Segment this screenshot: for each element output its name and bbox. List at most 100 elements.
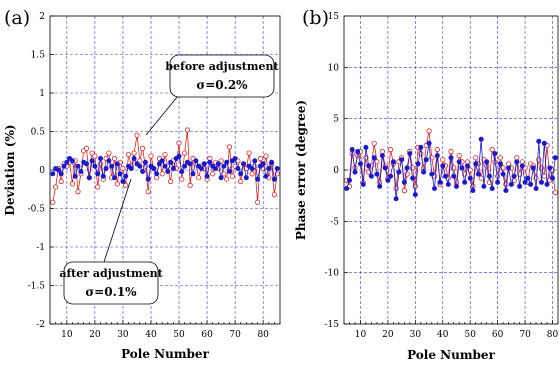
panel-a-series-0-point-60 <box>218 158 224 164</box>
panel-b-series-0-point-16 <box>387 146 394 153</box>
panel-a-series-1-point-2 <box>55 167 61 173</box>
panel-a-series-0-point-29 <box>131 150 137 156</box>
panel-b-y-tick-label-5: 10 <box>328 63 340 73</box>
panel-a-series-1-point-58 <box>213 166 218 171</box>
panel-b-x-tick-label-2: 30 <box>410 330 422 340</box>
panel-b-x-tick-label-1: 20 <box>382 330 394 340</box>
panel-b-series-1-point-22 <box>404 165 410 171</box>
panel-a-series-0-point-31 <box>137 158 143 164</box>
panel-b-series-1-point-47 <box>473 161 479 167</box>
panel-b-series-1-point-36 <box>443 173 448 179</box>
panel-a-series-1-point-60 <box>218 175 224 181</box>
annotation-after-adjustment: after adjustment σ=0.1% <box>59 178 164 305</box>
panel-b-series-1-point-39 <box>451 173 457 179</box>
panel-b-series-1-point-38 <box>448 155 454 161</box>
panel-a-y-tick-label-6: 1 <box>39 89 45 99</box>
panel-a-series-1-point-37 <box>154 171 160 177</box>
panel-b-x-tick-label-6: 70 <box>519 330 531 340</box>
panel-a-series-1-point-80 <box>274 166 280 171</box>
panel-b-series-1-point-69 <box>533 186 539 191</box>
panel-b-series-1-point-5 <box>358 161 363 167</box>
panel-a-series-1-point-65 <box>232 156 238 161</box>
panel-a-series-1-point-61 <box>221 163 227 169</box>
panel-a-y-tick-label-4: 0 <box>39 166 45 176</box>
panel-a-series-1-point-46 <box>179 169 185 174</box>
panel-a-series-0-point-16 <box>95 184 101 190</box>
panel-a-series-1-point-36 <box>151 166 157 171</box>
panel-b-series-1-point-9 <box>368 173 374 179</box>
panel-b-series-1-point-15 <box>385 177 391 183</box>
panel-a-series-0-point-39 <box>159 171 165 177</box>
panel-a-series-1-point-14 <box>89 158 95 164</box>
panel-a-series-1-point-68 <box>241 161 246 167</box>
panel-b-y-tick-label-2: -5 <box>330 217 339 227</box>
panel-b-series-1-point-27 <box>418 144 424 150</box>
panel-a-x-tick-label-3: 40 <box>145 330 157 340</box>
panel-a-series-0-point-3 <box>58 178 64 185</box>
panel-a-series-1-point-26 <box>123 173 129 179</box>
panel-b-series-1-point-76 <box>552 155 558 161</box>
panel-a-series-0-point-30 <box>134 132 140 138</box>
panel-a-series-1-point-17 <box>98 156 103 161</box>
panel-b-series-1-point-24 <box>410 175 416 181</box>
panel-a-series-1-point-0 <box>50 171 56 177</box>
panel-b-series-1-point-67 <box>528 181 534 187</box>
panel-a-x-tick-label-1: 20 <box>89 330 101 340</box>
panel-b-series-1-point-37 <box>445 181 451 187</box>
panel-a-series-1-point-42 <box>168 159 174 165</box>
panel-b-series-1-point-71 <box>539 179 544 185</box>
panel-a-x-tick-label-2: 30 <box>117 330 129 340</box>
annotation-before-box <box>169 54 275 98</box>
panel-b-series-1-point-31 <box>429 171 435 177</box>
panel-b-series-1-point-64 <box>519 163 525 169</box>
panel-b-series-1-point-43 <box>462 179 468 185</box>
panel-b-series-0-point-47 <box>473 155 479 161</box>
panel-b-x-tick-label-3: 40 <box>437 330 449 340</box>
panel-b-series-0-point-53 <box>489 146 495 153</box>
panel-b-series-1-point-12 <box>377 183 383 189</box>
panel-a-series-1-point-56 <box>207 159 213 165</box>
annotation-before-leader <box>145 95 179 136</box>
panel-a-series-0-point-79 <box>271 192 277 198</box>
panel-b-series-1-point-63 <box>517 183 523 189</box>
panel-a-series-1-point-16 <box>95 171 101 177</box>
panel-a-series-0-point-64 <box>229 173 235 179</box>
panel-a-series-1-point-13 <box>86 175 92 181</box>
panel-b-series-1-point-0 <box>344 186 350 191</box>
panel-a-series-1-point-67 <box>238 171 244 177</box>
panel-b-series-0-point-41 <box>456 153 462 159</box>
panel-a-series <box>50 127 280 205</box>
panel-a-series-1-point-5 <box>64 159 70 165</box>
panel-a-series-0-point-9 <box>75 189 81 195</box>
panel-b-series-1-point-16 <box>388 173 394 179</box>
panel-a-x-tick-label-5: 60 <box>201 330 213 340</box>
panel-a-series-1-point-18 <box>100 173 106 179</box>
panel-b-series-1-point-50 <box>481 183 487 189</box>
panel-b-series-1-point-42 <box>459 165 465 171</box>
panel-b-series-1-point-30 <box>426 140 432 146</box>
panel-b-series-1-point-74 <box>547 165 553 171</box>
panel-a-series-1-point-22 <box>112 175 117 181</box>
panel-a-series-1-point-43 <box>170 166 176 171</box>
panel-b-series-1-point-2 <box>349 147 355 152</box>
panel-b-series-1-point-65 <box>522 179 528 185</box>
panel-b-series <box>344 128 558 202</box>
panel-a-series-1-point-29 <box>131 156 137 161</box>
panel-a-series-0-point-62 <box>224 176 230 182</box>
panel-a-series-1-point-66 <box>235 166 241 171</box>
panel-b-x-tick-label-7: 80 <box>547 330 559 340</box>
panel-b-series-0-point-21 <box>401 187 407 194</box>
panel-a-series-0-point-73 <box>255 199 261 205</box>
panel-b-series-1-point-51 <box>484 159 490 165</box>
panel-b-series-1-point-6 <box>360 181 366 187</box>
annotation-after-text: after adjustment <box>59 267 163 280</box>
panel-a-series-1-point-3 <box>58 171 64 177</box>
annotation-before-text: before adjustment <box>165 60 279 73</box>
panel-a-series-1-point-45 <box>176 153 182 159</box>
panel-a-series-1-point-75 <box>260 161 266 167</box>
panel-a-series-0-point-70 <box>246 150 252 156</box>
panel-a-series-1-point-33 <box>142 159 148 165</box>
panel-b-y-tick-label-1: -10 <box>325 269 340 279</box>
annotation-before-sigma: σ=0.2% <box>196 78 248 92</box>
